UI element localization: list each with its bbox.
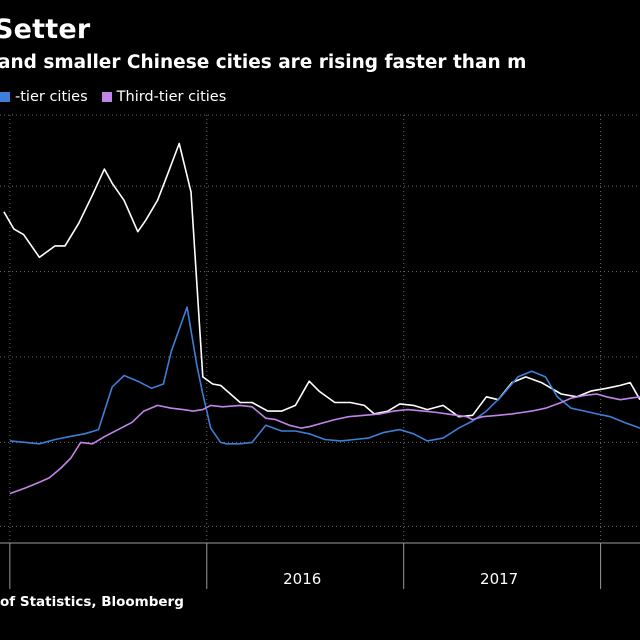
legend-swatch bbox=[101, 92, 112, 102]
legend-label: Third-tier cities bbox=[116, 89, 227, 105]
grid bbox=[0, 114, 640, 542]
series-line-0 bbox=[3, 142, 640, 418]
legend-item: Third-tier cities bbox=[101, 89, 227, 105]
legend-swatch bbox=[0, 92, 10, 102]
legend-item: -tier cities bbox=[0, 89, 88, 105]
x-tick-label: 2017 bbox=[480, 570, 518, 588]
legend-label: -tier cities bbox=[15, 89, 88, 105]
x-tick-label: 2016 bbox=[283, 570, 321, 588]
x-axis: 201620172018 bbox=[0, 542, 640, 589]
source-note: of Statistics, Bloomberg bbox=[0, 594, 184, 610]
chart-title: Setter bbox=[0, 14, 91, 45]
series-line-2 bbox=[9, 393, 640, 495]
series-line-1 bbox=[9, 306, 640, 445]
series-lines bbox=[3, 142, 640, 495]
legend: -tier cities Third-tier cities bbox=[0, 89, 240, 105]
chart-subtitle: and smaller Chinese cities are rising fa… bbox=[0, 52, 527, 73]
